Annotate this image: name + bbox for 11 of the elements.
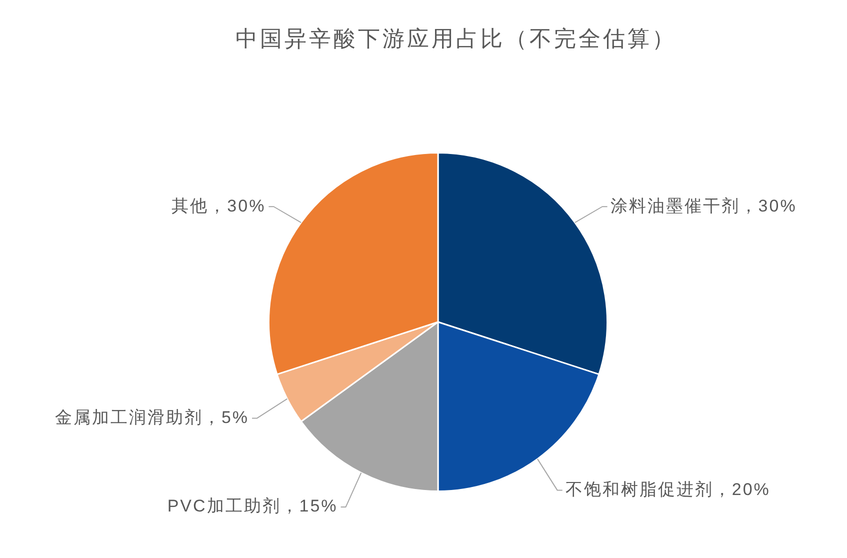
slice-label: 其他: [172, 196, 209, 216]
data-label: ，15%: [280, 496, 338, 516]
data-label: ，30%: [740, 196, 797, 216]
slice-label: 金属加工润滑助剂: [54, 408, 203, 427]
slice-label: PVC加工助剂: [167, 496, 281, 516]
data-label: ，30%: [208, 196, 266, 216]
data-label: ，20%: [713, 480, 770, 499]
slice-label: 涂料油墨催干剂: [610, 196, 740, 216]
data-label: ，5%: [202, 408, 250, 427]
chart-title: 中国异辛酸下游应用占比（不完全估算）: [234, 26, 678, 54]
slice-label: 不饱和树脂促进剂: [565, 480, 714, 499]
